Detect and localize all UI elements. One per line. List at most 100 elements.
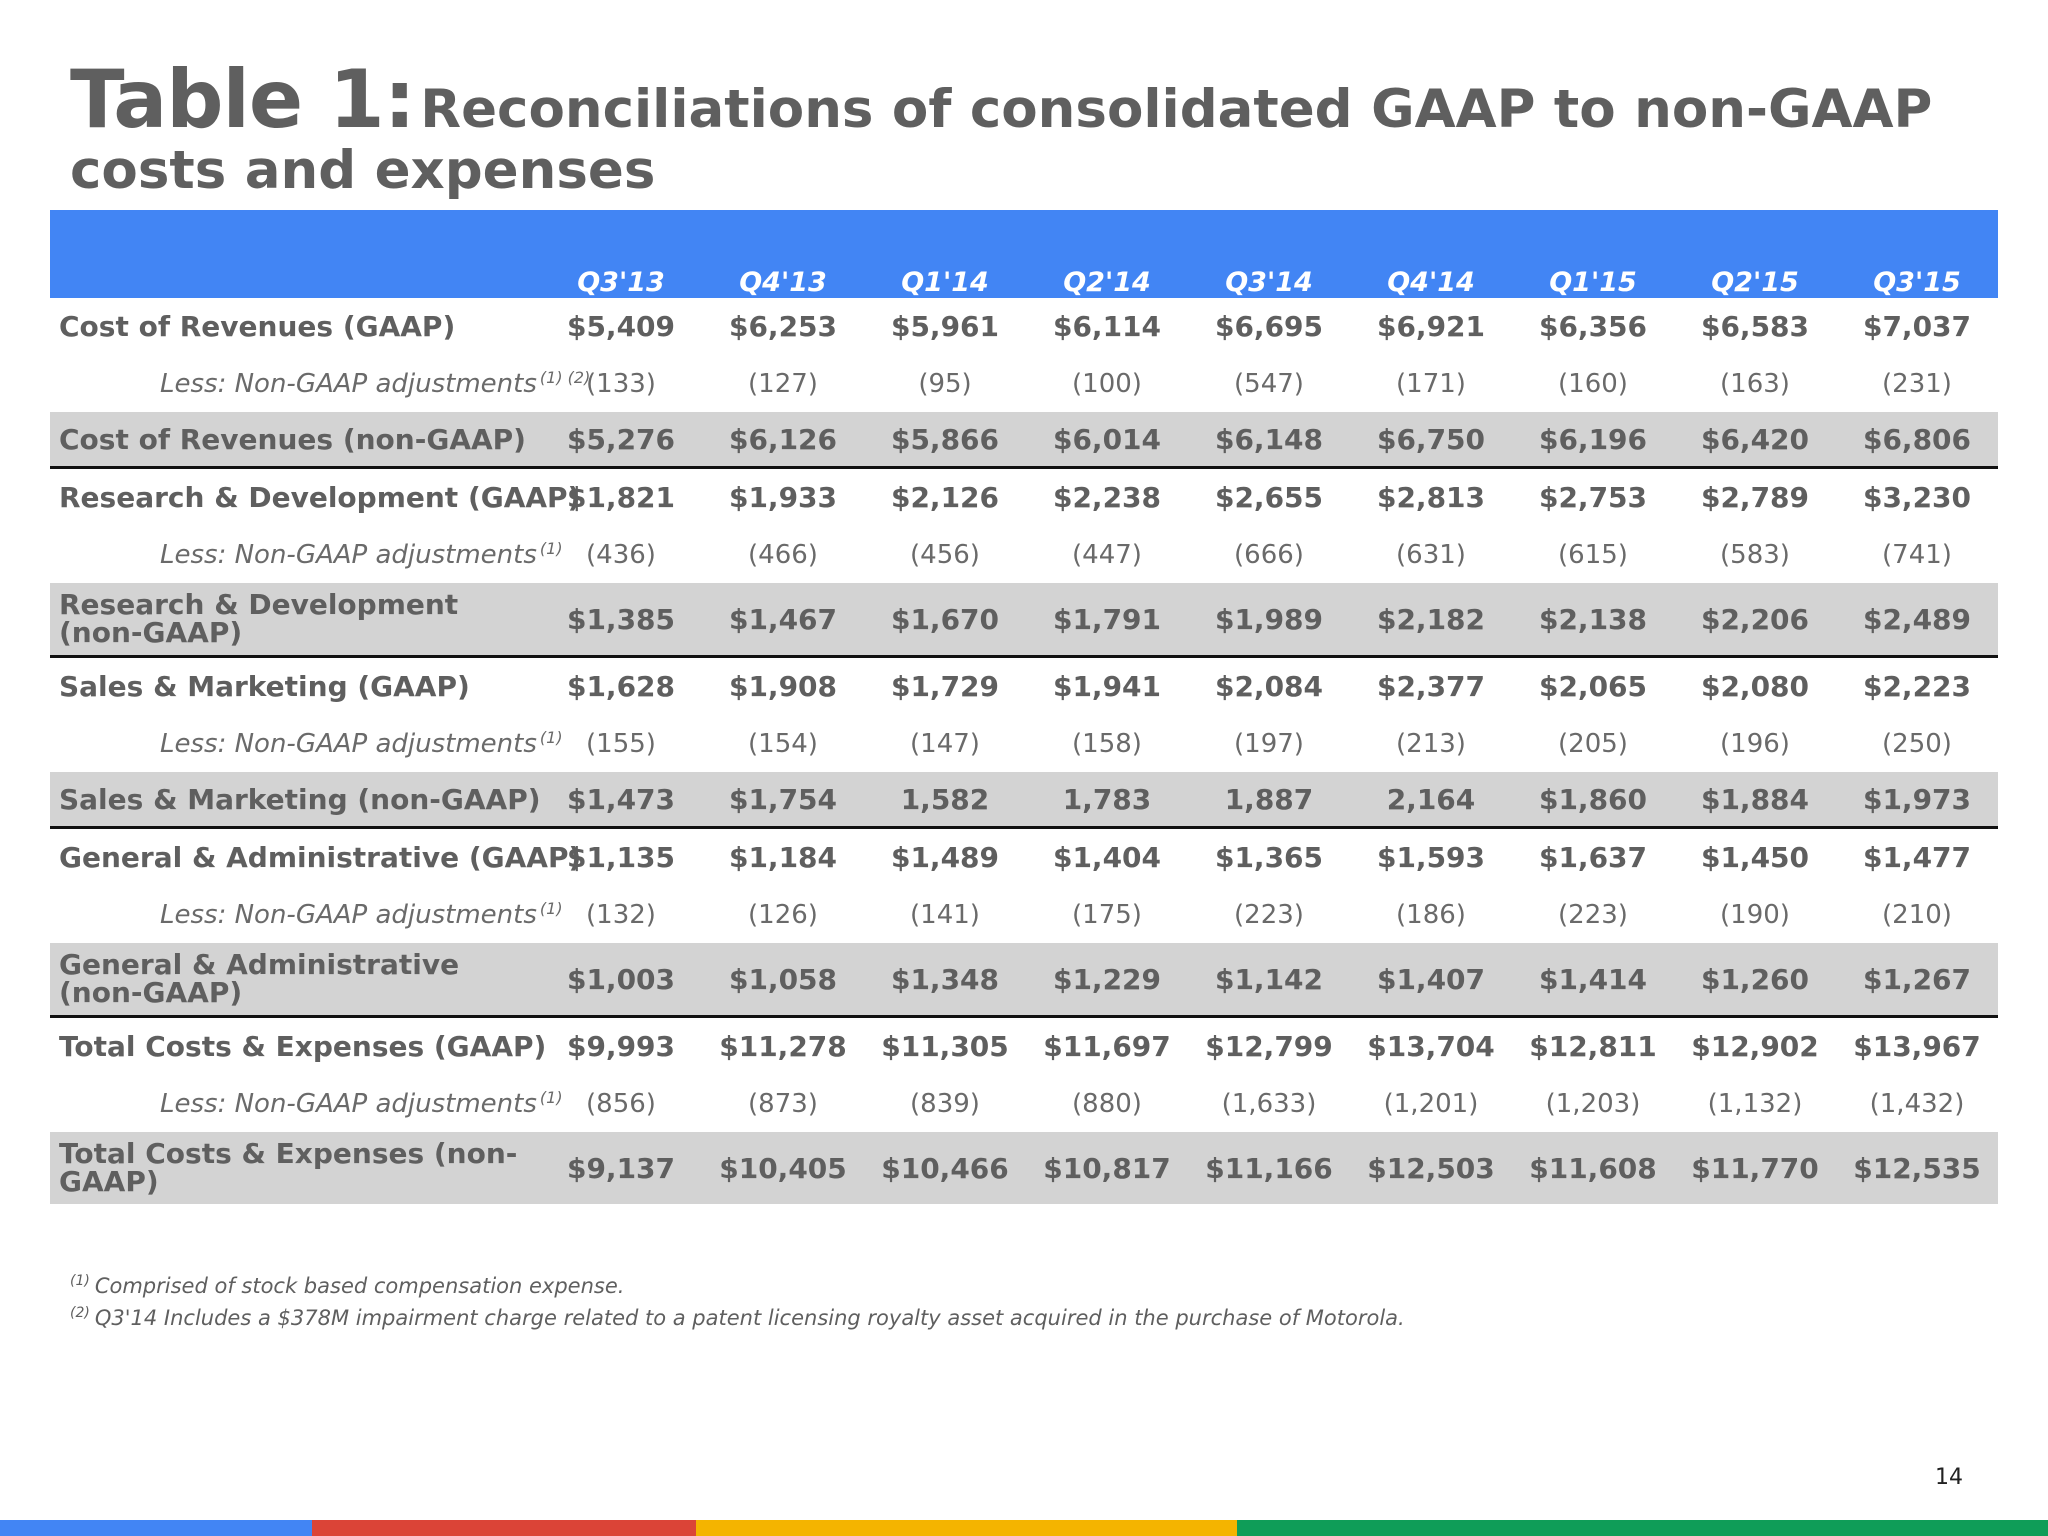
- value-cell: $9,993: [566, 1030, 676, 1063]
- footnote-text: Q3'14 Includes a $378M impairment charge…: [94, 1306, 1405, 1330]
- value-cell: (666): [1234, 539, 1304, 570]
- value-cell: 1,783: [1026, 772, 1188, 829]
- value-cell: $6,750: [1350, 412, 1512, 469]
- value-cell: 1,582: [864, 772, 1026, 829]
- value-cell: $10,817: [1026, 1132, 1188, 1204]
- quarter-header: Q3'13: [540, 210, 702, 298]
- value-cell: (880): [1072, 1088, 1142, 1119]
- footnote: (1) Comprised of stock based compensation…: [70, 1268, 1405, 1300]
- gaap-row: General & Administrative (GAAP) $1,135 $1,…: [50, 828, 1998, 887]
- row-label-cell: Less: Non-GAAP adjustments (1): [50, 886, 563, 943]
- row-label-cell: Sales & Marketing (GAAP): [50, 657, 540, 716]
- row-label: Research & Development (GAAP): [59, 481, 581, 514]
- value-cell: (615): [1558, 539, 1628, 570]
- footnote-marker: (2): [70, 1305, 90, 1321]
- reconciliation-table: Q3'13 Q4'13 Q1'14 Q2'14 Q3'14 Q4'14 Q1'1…: [50, 210, 1998, 1204]
- value-cell: $11,608: [1512, 1132, 1674, 1204]
- value-cell: $12,902: [1691, 1030, 1819, 1063]
- color-bar-green: [1237, 1520, 2048, 1536]
- value-cell: $1,973: [1836, 772, 1998, 829]
- value-cell: $1,467: [702, 583, 864, 658]
- title-table-number: Table 1:: [70, 53, 416, 146]
- value-cell: $1,385: [540, 583, 702, 658]
- row-label-cell: General & Administrative (non-GAAP): [50, 943, 540, 1018]
- quarter-header: Q3'14: [1188, 210, 1350, 298]
- value-cell: (250): [1882, 728, 1952, 759]
- row-label: Less: Non-GAAP adjustments: [160, 1089, 537, 1119]
- row-label-cell: Cost of Revenues (GAAP): [50, 298, 540, 355]
- title-text: Reconciliations of consolidated GAAP to …: [420, 79, 1933, 140]
- value-cell: $1,941: [1052, 670, 1162, 703]
- footnote-reference: (1) (2): [539, 368, 591, 387]
- value-cell: $1,593: [1376, 841, 1486, 874]
- value-cell: (95): [918, 368, 972, 399]
- value-cell: (197): [1234, 728, 1304, 759]
- adjustment-row: Less: Non-GAAP adjustments (1) (856) (873) (…: [50, 1075, 1998, 1132]
- value-cell: (190): [1720, 899, 1790, 930]
- row-label-cell: Total Costs & Expenses (GAAP): [50, 1017, 546, 1076]
- value-cell: $1,058: [702, 943, 864, 1018]
- value-cell: (856): [586, 1088, 656, 1119]
- quarter-header: Q2'14: [1026, 210, 1188, 298]
- value-cell: $1,348: [864, 943, 1026, 1018]
- quarter-header: Q4'13: [702, 210, 864, 298]
- value-cell: $1,628: [566, 670, 676, 703]
- value-cell: (205): [1558, 728, 1628, 759]
- value-cell: $1,884: [1674, 772, 1836, 829]
- value-cell: (171): [1396, 368, 1466, 399]
- value-cell: 2,164: [1350, 772, 1512, 829]
- value-cell: (160): [1558, 368, 1628, 399]
- adjustment-row: Less: Non-GAAP adjustments (1) (436) (466) (…: [50, 526, 1998, 583]
- value-cell: $6,114: [1052, 310, 1162, 343]
- value-cell: $12,799: [1205, 1030, 1333, 1063]
- quarter-header: Q2'15: [1674, 210, 1836, 298]
- quarter-header: Q1'15: [1512, 210, 1674, 298]
- value-cell: (1,132): [1707, 1088, 1803, 1119]
- value-cell: $2,206: [1674, 583, 1836, 658]
- value-cell: (154): [748, 728, 818, 759]
- value-cell: (132): [586, 899, 656, 930]
- value-cell: $1,754: [702, 772, 864, 829]
- value-cell: $1,003: [540, 943, 702, 1018]
- value-cell: $10,466: [864, 1132, 1026, 1204]
- quarter-header: Q4'14: [1350, 210, 1512, 298]
- value-cell: (436): [586, 539, 656, 570]
- value-cell: $13,967: [1853, 1030, 1981, 1063]
- value-cell: $2,084: [1214, 670, 1324, 703]
- footnote-text: Comprised of stock based compensation ex…: [94, 1274, 625, 1298]
- non-gaap-row: Cost of Revenues (non-GAAP) $5,276 $6,126 $…: [50, 412, 1998, 469]
- value-cell: $2,138: [1512, 583, 1674, 658]
- title-text-line2: costs and expenses: [70, 140, 656, 201]
- value-cell: $1,729: [890, 670, 1000, 703]
- value-cell: $1,450: [1700, 841, 1810, 874]
- value-cell: $1,989: [1188, 583, 1350, 658]
- row-label: Cost of Revenues (non-GAAP): [59, 422, 526, 456]
- value-cell: $1,407: [1350, 943, 1512, 1018]
- value-cell: $11,305: [881, 1030, 1009, 1063]
- value-cell: (126): [748, 899, 818, 930]
- value-cell: (1,201): [1383, 1088, 1479, 1119]
- value-cell: $11,770: [1674, 1132, 1836, 1204]
- value-cell: $1,260: [1674, 943, 1836, 1018]
- value-cell: $5,961: [890, 310, 1000, 343]
- non-gaap-row: Research & Development (non-GAAP) $1,385 $…: [50, 583, 1998, 658]
- value-cell: (155): [586, 728, 656, 759]
- value-cell: $1,791: [1026, 583, 1188, 658]
- value-cell: (210): [1882, 899, 1952, 930]
- value-cell: $1,489: [890, 841, 1000, 874]
- color-bar-yellow: [696, 1520, 1237, 1536]
- value-cell: (147): [910, 728, 980, 759]
- value-cell: $12,503: [1350, 1132, 1512, 1204]
- value-cell: (141): [910, 899, 980, 930]
- value-cell: (839): [910, 1088, 980, 1119]
- value-cell: $6,148: [1188, 412, 1350, 469]
- value-cell: (1,432): [1869, 1088, 1965, 1119]
- color-bar-blue: [0, 1520, 312, 1536]
- value-cell: $11,166: [1188, 1132, 1350, 1204]
- value-cell: $2,377: [1376, 670, 1486, 703]
- quarter-header: Q1'14: [864, 210, 1026, 298]
- value-cell: (163): [1720, 368, 1790, 399]
- row-label-cell: Research & Development (GAAP): [50, 468, 580, 527]
- value-cell: (223): [1234, 899, 1304, 930]
- row-label-cell: Less: Non-GAAP adjustments (1): [50, 1075, 563, 1132]
